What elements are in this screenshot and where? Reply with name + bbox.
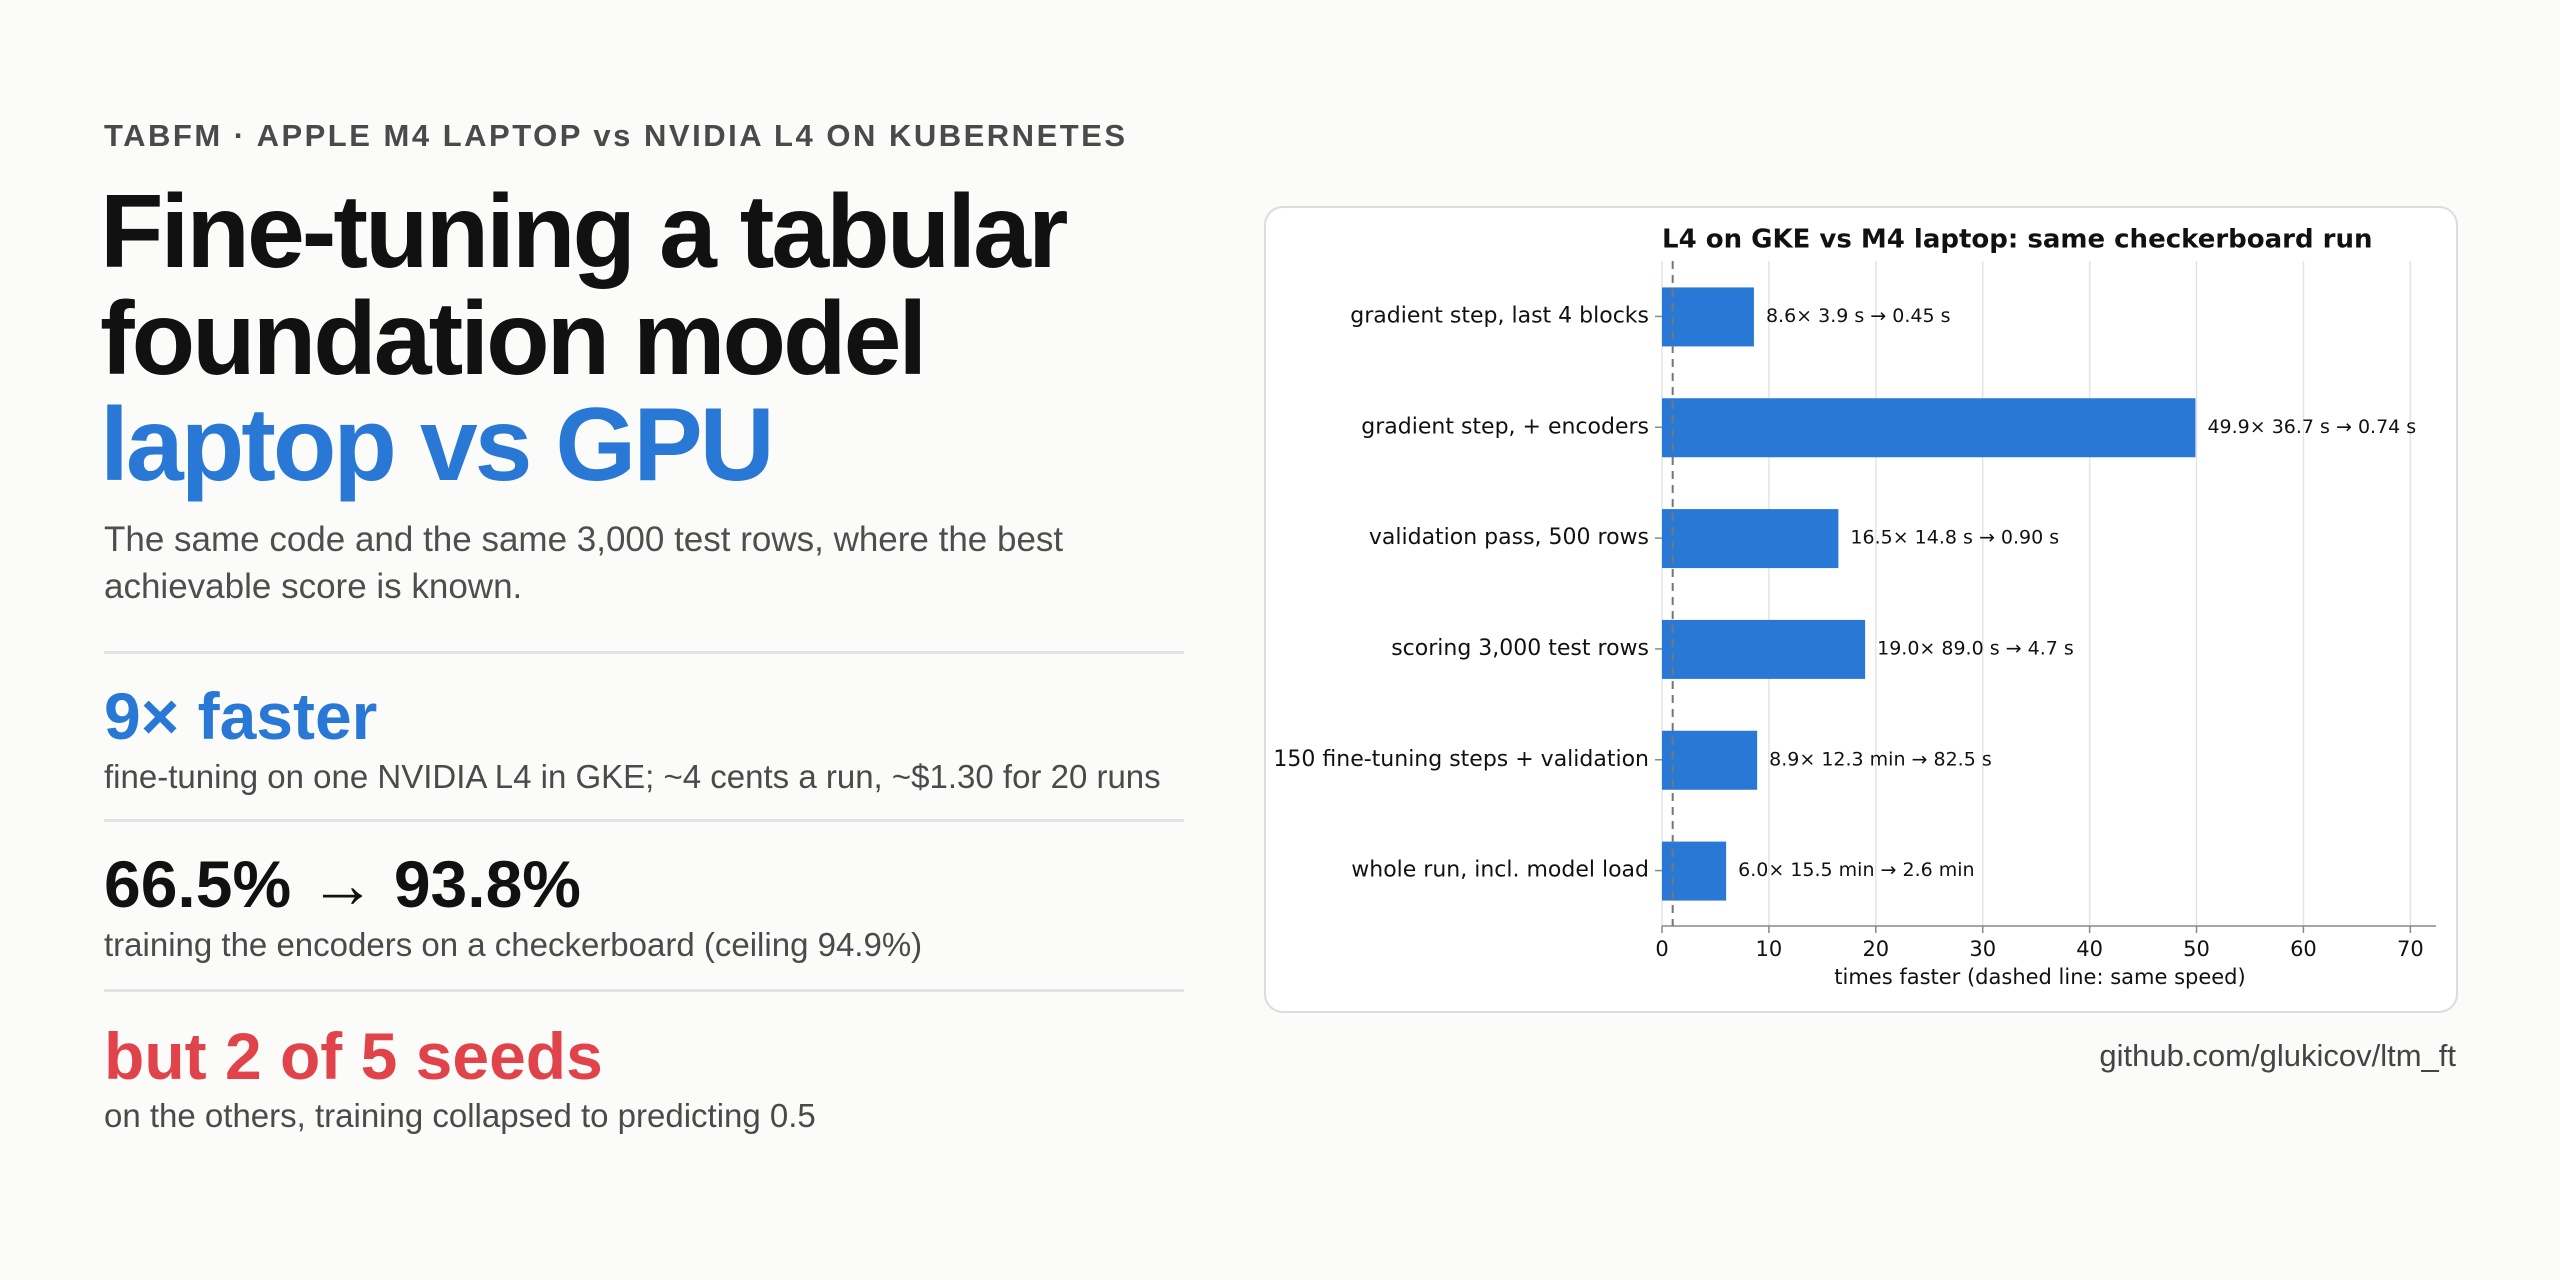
- separator: [104, 651, 1184, 654]
- bar: [1662, 619, 1866, 679]
- x-tick-label: 20: [1862, 937, 1889, 961]
- repo-link[interactable]: github.com/glukicov/ltm_ft: [2099, 1038, 2456, 1073]
- x-tick-label: 60: [2290, 937, 2317, 961]
- value-label: 19.0× 89.0 s → 4.7 s: [1877, 637, 2074, 659]
- subtitle-line: achievable score is known.: [104, 567, 523, 606]
- x-tick-label: 40: [2076, 937, 2103, 961]
- value-label: 8.6× 3.9 s → 0.45 s: [1766, 305, 1951, 327]
- y-tick-label: gradient step, + encoders: [1361, 414, 1649, 439]
- x-tick-label: 10: [1756, 937, 1783, 961]
- stat-detail: fine-tuning on one NVIDIA L4 in GKE; ~4 …: [104, 758, 1161, 795]
- y-tick-label: gradient step, last 4 blocks: [1350, 303, 1649, 328]
- title-line: Fine-tuning a tabular: [100, 174, 1068, 290]
- x-tick-label: 50: [2183, 937, 2210, 961]
- bar: [1662, 841, 1727, 901]
- y-tick-label: validation pass, 500 rows: [1369, 525, 1649, 550]
- value-label: 16.5× 14.8 s → 0.90 s: [1850, 527, 2059, 549]
- stat-detail: on the others, training collapsed to pre…: [104, 1097, 816, 1134]
- y-tick-label: 150 fine-tuning steps + validation: [1273, 747, 1649, 772]
- bar: [1662, 730, 1758, 790]
- chart-title: L4 on GKE vs M4 laptop: same checkerboar…: [1662, 225, 2373, 255]
- bar: [1662, 398, 2196, 458]
- bar: [1662, 509, 1839, 569]
- bar: [1662, 287, 1754, 347]
- y-tick-label: whole run, incl. model load: [1351, 858, 1649, 883]
- x-tick-label: 30: [1969, 937, 1996, 961]
- stat-headline: 66.5% → 93.8%: [104, 847, 581, 921]
- stat-headline: 9× faster: [104, 679, 378, 753]
- stat-detail: training the encoders on a checkerboard …: [104, 926, 923, 963]
- y-tick-label: scoring 3,000 test rows: [1391, 636, 1649, 661]
- x-axis-label: times faster (dashed line: same speed): [1834, 965, 2245, 989]
- separator: [104, 989, 1184, 992]
- x-tick-label: 0: [1655, 937, 1668, 961]
- title-line: foundation model: [100, 281, 927, 397]
- subtitle-line: The same code and the same 3,000 test ro…: [104, 520, 1064, 559]
- value-label: 8.9× 12.3 min → 82.5 s: [1769, 748, 1992, 770]
- value-label: 49.9× 36.7 s → 0.74 s: [2207, 416, 2416, 438]
- title-accent: laptop vs GPU: [100, 387, 775, 503]
- x-tick-label: 70: [2397, 937, 2424, 961]
- value-label: 6.0× 15.5 min → 2.6 min: [1738, 859, 1974, 881]
- eyebrow: TABFM · APPLE M4 LAPTOP vs NVIDIA L4 ON …: [104, 118, 1128, 153]
- separator: [104, 819, 1184, 822]
- stat-headline: but 2 of 5 seeds: [104, 1019, 603, 1093]
